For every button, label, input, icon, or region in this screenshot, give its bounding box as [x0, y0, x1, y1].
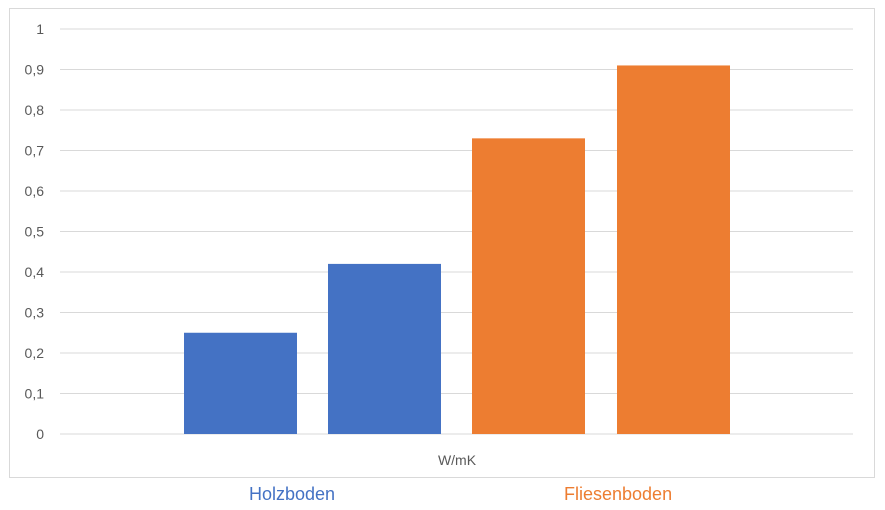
group-label-holzboden: Holzboden: [249, 484, 336, 504]
y-tick-label: 0,8: [25, 102, 45, 118]
bars: [184, 65, 730, 434]
bar-holzboden-1: [184, 332, 297, 434]
x-axis-label: W/mK: [438, 452, 477, 468]
y-tick-label: 0,7: [25, 143, 45, 159]
y-tick-label: 0,4: [25, 264, 45, 280]
y-tick-label: 0,3: [25, 305, 45, 321]
group-label-fliesenboden: Fliesenboden: [564, 484, 673, 504]
y-tick-label: 0,5: [25, 224, 45, 240]
bar-holzboden-2: [328, 263, 441, 434]
gridlines: [60, 28, 853, 435]
bar-fliesenboden-3: [472, 138, 585, 434]
y-tick-label: 0: [36, 426, 44, 442]
y-tick-label: 0,6: [25, 183, 45, 199]
chart-area: [9, 8, 875, 478]
y-tick-label: 1: [36, 21, 44, 37]
bar-fliesenboden-4: [617, 65, 730, 434]
y-tick-label: 0,1: [25, 386, 45, 402]
y-tick-label: 0,9: [25, 62, 45, 78]
y-axis-ticks: 0 0,1 0,2 0,3 0,4 0,5 0,6 0,7 0,8 0,9 1: [25, 21, 45, 442]
y-tick-label: 0,2: [25, 345, 45, 361]
